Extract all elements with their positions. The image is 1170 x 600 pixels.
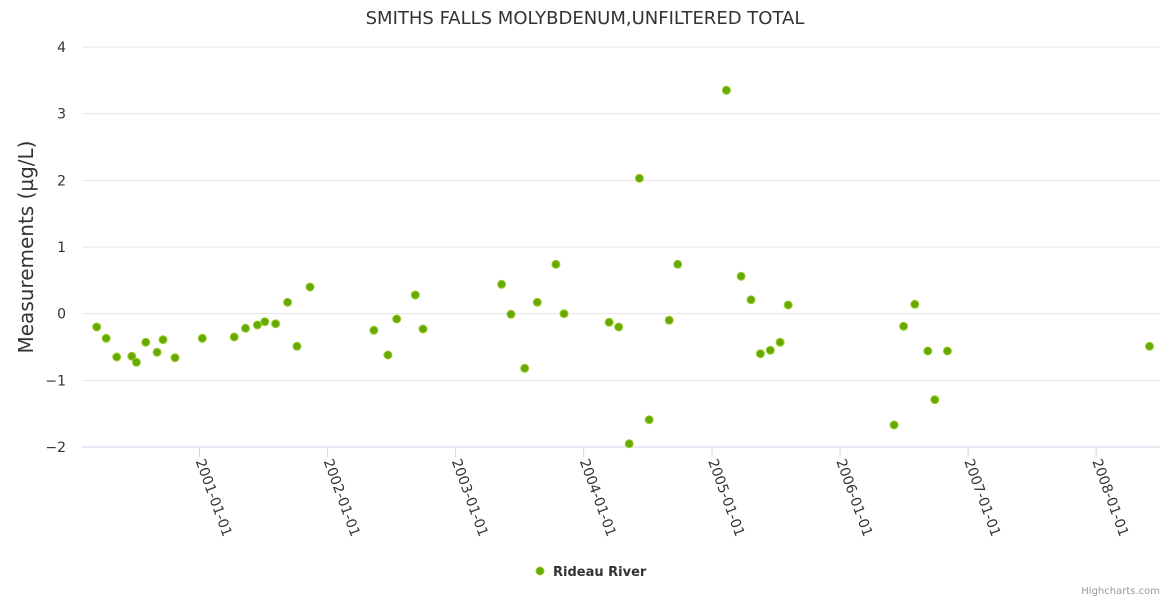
- data-point[interactable]: [418, 324, 428, 334]
- data-point[interactable]: [506, 309, 516, 319]
- data-point[interactable]: [383, 350, 393, 360]
- data-point[interactable]: [520, 363, 530, 373]
- data-point[interactable]: [170, 353, 180, 363]
- x-axis: 2001-01-01 2002-01-01 2003-01-01 2004-01-01…: [82, 446, 1160, 539]
- data-point[interactable]: [559, 309, 569, 319]
- y-tick-label: 1: [57, 240, 66, 256]
- x-tick-label: 2006-01-01: [832, 457, 875, 539]
- data-point[interactable]: [127, 351, 137, 361]
- data-point[interactable]: [252, 320, 262, 330]
- y-axis-label: Measurements (µg/L): [14, 141, 38, 354]
- y-tick-label: 2: [57, 173, 66, 189]
- data-point[interactable]: [392, 314, 402, 324]
- data-point[interactable]: [910, 299, 920, 309]
- y-tick-label: 0: [57, 307, 66, 323]
- data-point[interactable]: [131, 357, 141, 367]
- x-tick-label: 2001-01-01: [192, 457, 235, 539]
- highcharts-credit[interactable]: Highcharts.com: [1081, 586, 1160, 597]
- data-point[interactable]: [1145, 341, 1154, 351]
- data-point[interactable]: [112, 352, 122, 362]
- data-point[interactable]: [673, 259, 683, 269]
- data-point[interactable]: [765, 345, 775, 355]
- y-tick-label: 4: [57, 40, 66, 56]
- data-point[interactable]: [141, 337, 151, 347]
- data-point[interactable]: [283, 297, 293, 307]
- data-point[interactable]: [923, 346, 933, 356]
- data-point[interactable]: [532, 297, 542, 307]
- x-tick-label: 2003-01-01: [448, 457, 491, 539]
- data-point[interactable]: [305, 282, 315, 292]
- data-point[interactable]: [271, 319, 281, 329]
- x-tick-label: 2004-01-01: [576, 457, 619, 539]
- data-point[interactable]: [241, 323, 250, 333]
- data-point[interactable]: [260, 317, 270, 327]
- data-point[interactable]: [92, 322, 102, 332]
- x-tick-label: 2002-01-01: [320, 457, 363, 539]
- data-point[interactable]: [644, 415, 654, 425]
- data-point[interactable]: [664, 315, 674, 325]
- y-gridlines: [82, 46, 1160, 381]
- data-point[interactable]: [410, 290, 420, 300]
- legend[interactable]: Rideau River: [535, 565, 647, 580]
- y-tick-label: −2: [45, 440, 66, 456]
- data-point[interactable]: [736, 271, 746, 281]
- y-tick-label: −1: [45, 373, 66, 389]
- series-rideau-river[interactable]: [92, 85, 1154, 449]
- data-point[interactable]: [634, 173, 644, 183]
- data-point[interactable]: [604, 317, 614, 327]
- data-point[interactable]: [721, 85, 731, 95]
- data-point[interactable]: [775, 337, 785, 347]
- data-point[interactable]: [292, 341, 302, 351]
- x-tick-label: 2007-01-01: [960, 457, 1003, 539]
- data-point[interactable]: [551, 259, 561, 269]
- data-point[interactable]: [229, 332, 239, 342]
- chart-title: SMITHS FALLS MOLYBDENUM,UNFILTERED TOTAL: [366, 8, 805, 29]
- y-axis: 4 3 2 1 0 −1 −2: [45, 40, 66, 456]
- data-point[interactable]: [152, 347, 162, 357]
- legend-marker: [535, 566, 545, 576]
- data-point[interactable]: [101, 333, 111, 343]
- data-point[interactable]: [624, 439, 634, 449]
- data-point[interactable]: [755, 349, 765, 359]
- data-point[interactable]: [158, 335, 168, 345]
- legend-item-rideau-river[interactable]: Rideau River: [553, 565, 647, 580]
- x-tick-label: 2005-01-01: [704, 457, 747, 539]
- data-point[interactable]: [930, 395, 940, 405]
- data-point[interactable]: [369, 325, 379, 335]
- data-point[interactable]: [746, 295, 756, 305]
- data-point[interactable]: [497, 279, 507, 289]
- data-point[interactable]: [889, 420, 899, 430]
- data-point[interactable]: [197, 333, 207, 343]
- data-point[interactable]: [783, 300, 793, 310]
- data-point[interactable]: [899, 321, 909, 331]
- x-tick-label: 2008-01-01: [1088, 457, 1131, 539]
- y-tick-label: 3: [57, 107, 66, 123]
- data-point[interactable]: [614, 322, 624, 332]
- data-point[interactable]: [942, 346, 952, 356]
